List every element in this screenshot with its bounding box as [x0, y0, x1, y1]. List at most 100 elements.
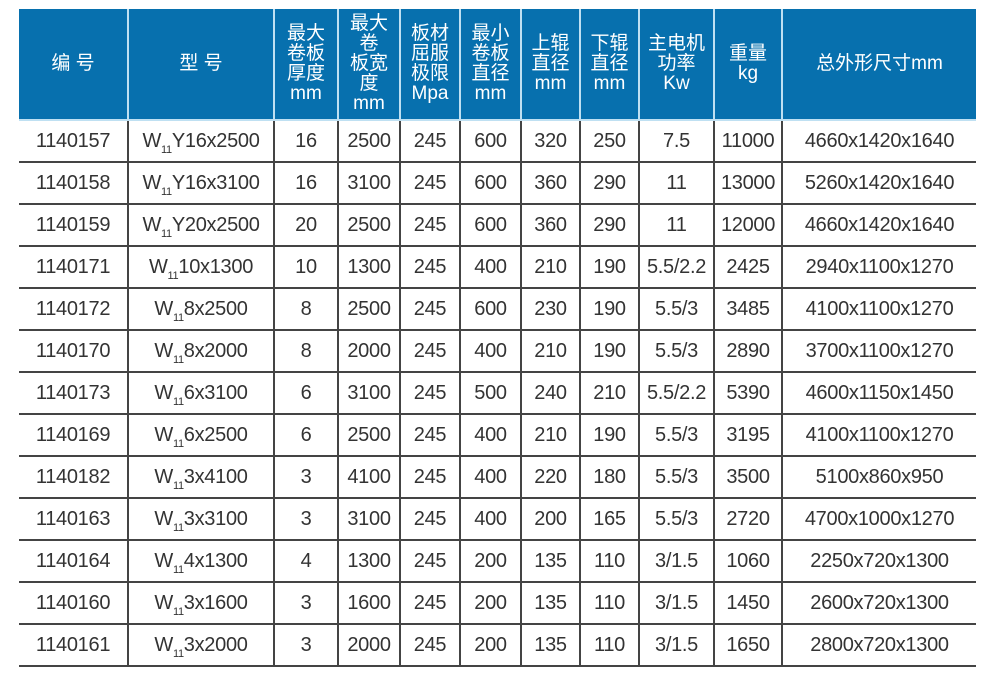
cell-width: 2500	[337, 120, 400, 163]
column-header: 重量 kg	[713, 9, 782, 121]
column-header: 编 号	[19, 9, 128, 121]
cell-dims: 5100x860x950	[781, 456, 976, 499]
cell-lower: 180	[579, 456, 639, 499]
model-rest: 3x4100	[183, 465, 248, 488]
column-header: 主电机 功率 Kw	[638, 9, 714, 121]
cell-code: 1140170	[19, 330, 128, 373]
model-prefix: W	[142, 171, 162, 194]
table-row: 1140164 W114x1300 4 1300 245 200 135 110 3/1.5 10…	[19, 540, 976, 583]
cell-width: 4100	[337, 456, 400, 499]
model-rest: 8x2000	[183, 339, 248, 362]
cell-thickness: 6	[273, 372, 338, 415]
cell-width: 2000	[337, 330, 400, 373]
cell-yield: 245	[399, 498, 460, 541]
model-sub: 11	[172, 395, 184, 408]
cell-power: 7.5	[638, 120, 714, 163]
cell-dims: 2800x720x1300	[781, 624, 976, 667]
model-prefix: W	[154, 423, 173, 446]
column-header: 总外形尺寸mm	[781, 9, 976, 121]
cell-lower: 110	[579, 582, 639, 625]
model-sub: 11	[172, 521, 184, 534]
cell-min_dia: 500	[459, 372, 521, 415]
cell-min_dia: 400	[459, 498, 521, 541]
cell-code: 1140160	[19, 582, 128, 625]
spec-table: 编 号型 号最大 卷板 厚度 mm 最大 卷 板宽 度 mm 板材 屈服 极限 Mp…	[19, 9, 976, 667]
cell-code: 1140163	[19, 498, 128, 541]
cell-model: W11Y16x3100	[127, 162, 274, 205]
cell-model: W1110x1300	[127, 246, 274, 289]
cell-lower: 290	[579, 162, 639, 205]
cell-power: 5.5/3	[638, 456, 714, 499]
model-sub: 11	[161, 227, 172, 240]
cell-thickness: 16	[273, 162, 338, 205]
model-sub: 11	[161, 185, 172, 198]
cell-upper: 135	[520, 540, 580, 583]
model-prefix: W	[154, 465, 173, 488]
model-rest: 8x2500	[183, 297, 248, 320]
cell-width: 3100	[337, 498, 400, 541]
cell-upper: 210	[520, 414, 580, 457]
model-sub: 11	[172, 647, 184, 660]
cell-model: W118x2500	[127, 288, 274, 331]
cell-lower: 210	[579, 372, 639, 415]
cell-min_dia: 400	[459, 330, 521, 373]
cell-power: 5.5/2.2	[638, 372, 714, 415]
cell-code: 1140164	[19, 540, 128, 583]
cell-width: 3100	[337, 162, 400, 205]
cell-dims: 4660x1420x1640	[781, 120, 976, 163]
model-rest: Y20x2500	[171, 213, 260, 236]
model-rest: 3x3100	[183, 507, 248, 530]
table-row: 1140172 W118x2500 8 2500 245 600 230 190 5.5/3 34…	[19, 288, 976, 331]
table-row: 1140161 W113x2000 3 2000 245 200 135 110 3/1.5 16…	[19, 624, 976, 667]
cell-thickness: 8	[273, 288, 338, 331]
cell-power: 5.5/3	[638, 498, 714, 541]
cell-thickness: 20	[273, 204, 338, 247]
cell-upper: 360	[520, 204, 580, 247]
model-prefix: W	[154, 339, 173, 362]
cell-thickness: 3	[273, 498, 338, 541]
cell-code: 1140173	[19, 372, 128, 415]
cell-thickness: 3	[273, 456, 338, 499]
cell-power: 11	[638, 204, 714, 247]
cell-min_dia: 200	[459, 582, 521, 625]
cell-weight: 1060	[713, 540, 782, 583]
cell-yield: 245	[399, 204, 460, 247]
table-row: 1140169 W116x2500 6 2500 245 400 210 190 5.5/3 31…	[19, 414, 976, 457]
model-sub: 11	[172, 437, 184, 450]
cell-weight: 3500	[713, 456, 782, 499]
cell-dims: 2250x720x1300	[781, 540, 976, 583]
cell-min_dia: 200	[459, 540, 521, 583]
cell-dims: 2600x720x1300	[781, 582, 976, 625]
model-prefix: W	[148, 255, 168, 278]
cell-upper: 135	[520, 624, 580, 667]
cell-model: W116x3100	[127, 372, 274, 415]
cell-code: 1140172	[19, 288, 128, 331]
cell-power: 11	[638, 162, 714, 205]
model-prefix: W	[154, 591, 173, 614]
cell-lower: 110	[579, 624, 639, 667]
cell-model: W113x2000	[127, 624, 274, 667]
model-rest: Y16x2500	[171, 129, 260, 152]
cell-thickness: 3	[273, 582, 338, 625]
model-prefix: W	[154, 507, 173, 530]
cell-upper: 240	[520, 372, 580, 415]
cell-weight: 3195	[713, 414, 782, 457]
cell-thickness: 16	[273, 120, 338, 163]
cell-min_dia: 600	[459, 288, 521, 331]
table-row: 1140171 W1110x1300 10 1300 245 400 210 190 5.5/2…	[19, 246, 976, 289]
column-header: 最大 卷板 厚度 mm	[273, 9, 338, 121]
cell-weight: 2890	[713, 330, 782, 373]
cell-thickness: 6	[273, 414, 338, 457]
cell-power: 5.5/3	[638, 330, 714, 373]
model-rest: 3x2000	[183, 633, 248, 656]
cell-power: 3/1.5	[638, 624, 714, 667]
cell-min_dia: 600	[459, 120, 521, 163]
table-row: 1140170 W118x2000 8 2000 245 400 210 190 5.5/3 28…	[19, 330, 976, 373]
cell-weight: 1650	[713, 624, 782, 667]
cell-thickness: 8	[273, 330, 338, 373]
cell-dims: 4100x1100x1270	[781, 414, 976, 457]
cell-width: 3100	[337, 372, 400, 415]
cell-code: 1140159	[19, 204, 128, 247]
cell-width: 2500	[337, 414, 400, 457]
cell-code: 1140158	[19, 162, 128, 205]
